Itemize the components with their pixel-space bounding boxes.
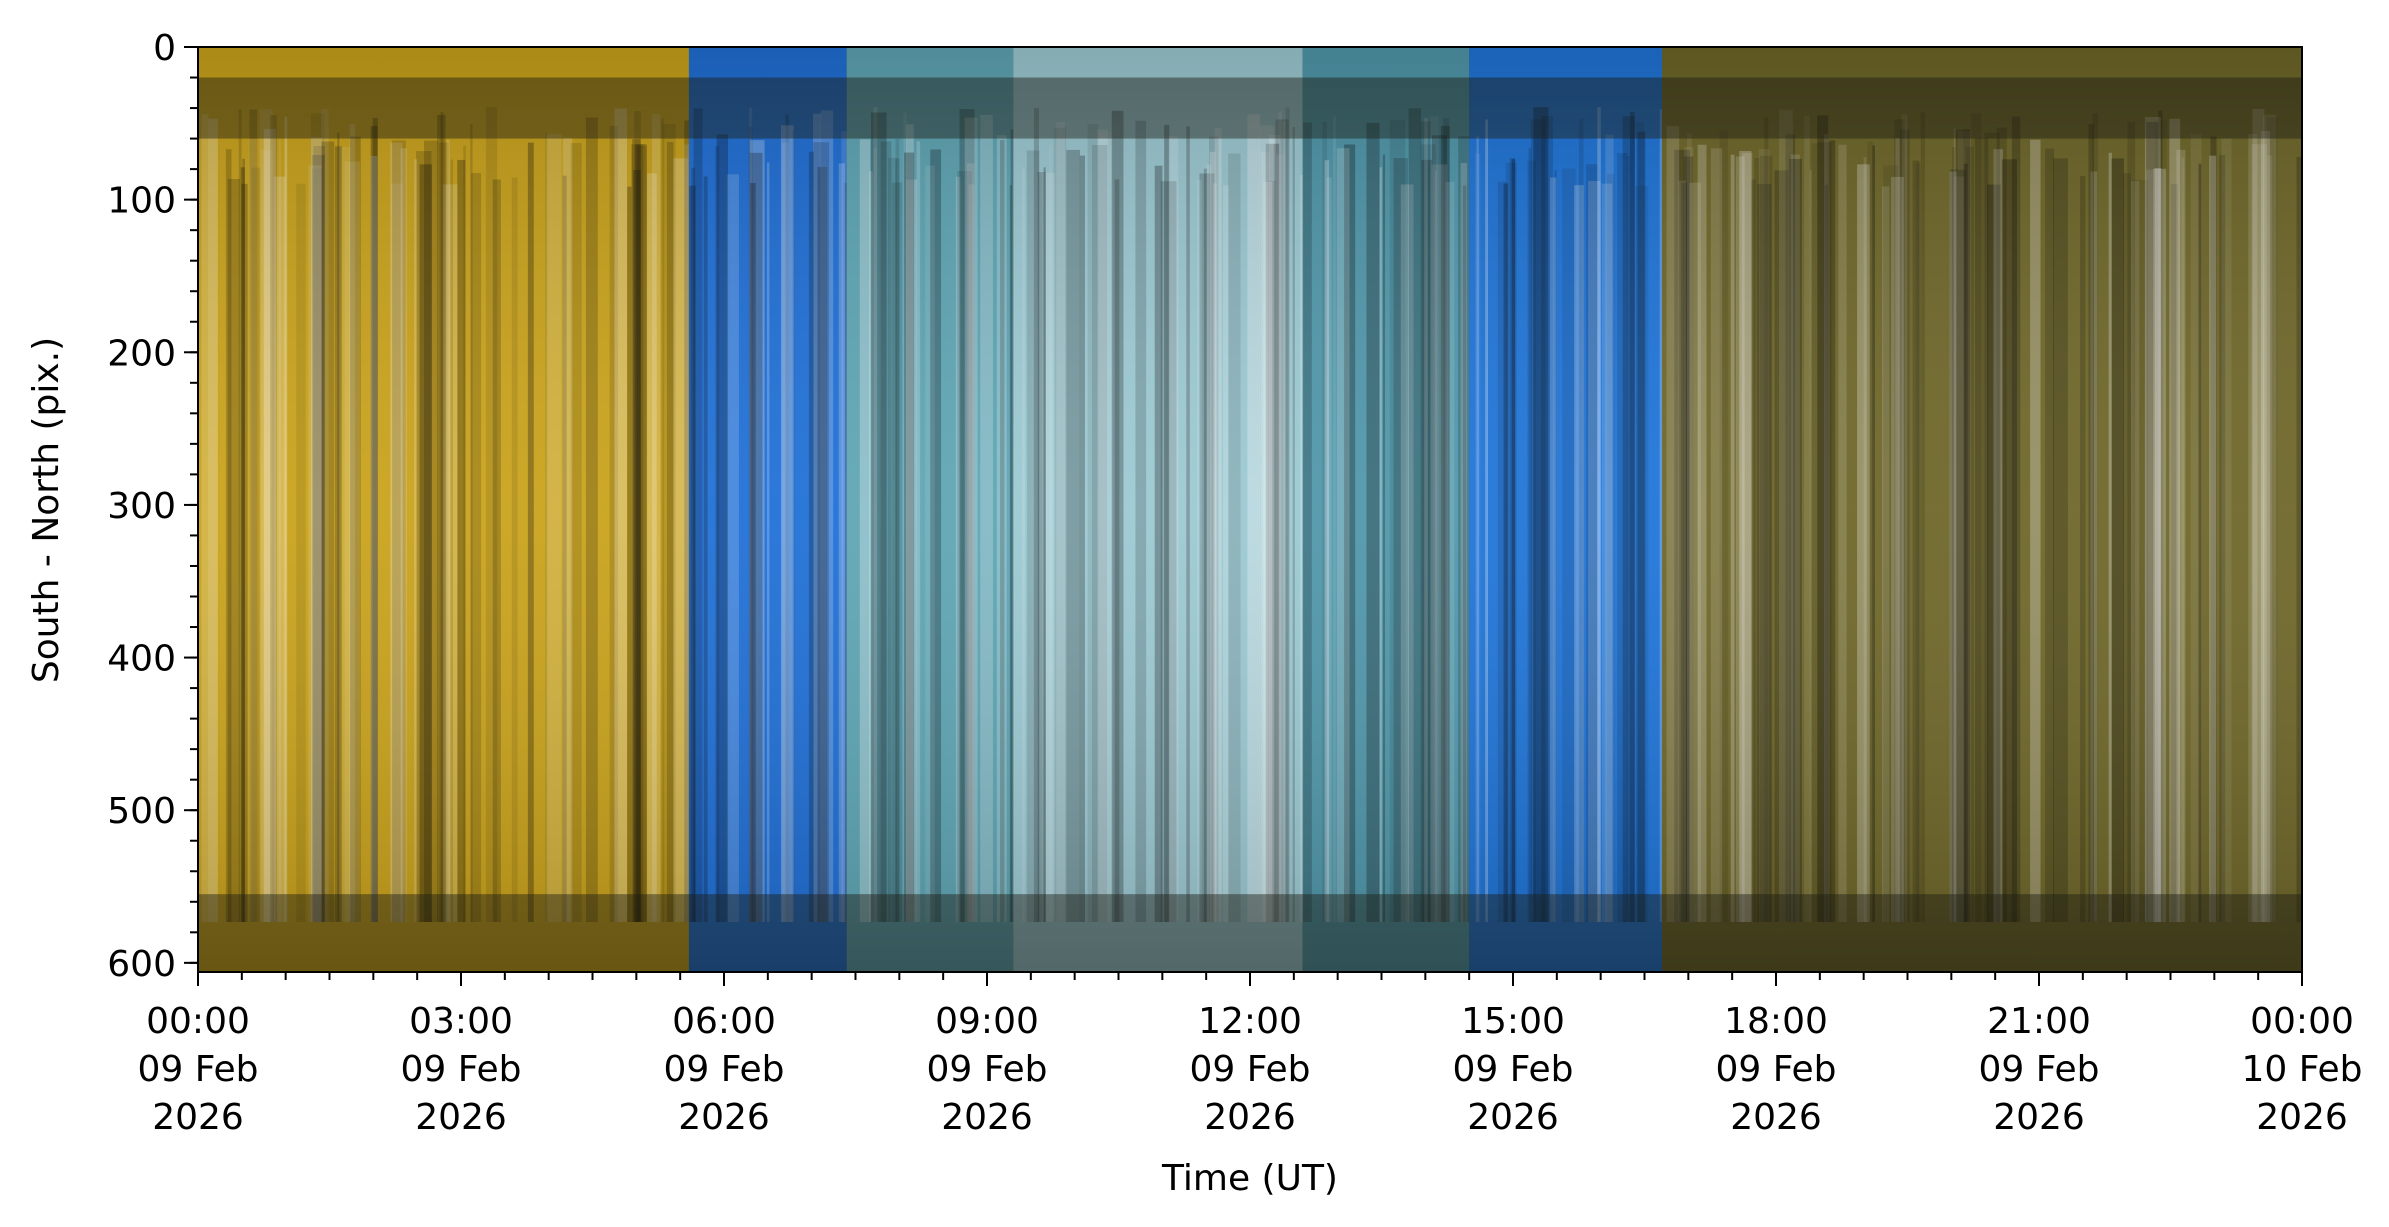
x-tick-label-day: 09 Feb	[927, 1049, 1048, 1090]
x-tick-label-time: 00:00	[146, 1001, 250, 1042]
x-tick-label-year: 2026	[1993, 1097, 2085, 1138]
x-tick-label-day: 09 Feb	[1453, 1049, 1574, 1090]
y-axis: 0 100 200 300 400 500 600	[107, 28, 198, 985]
x-tick-label-time: 21:00	[1987, 1001, 2091, 1042]
x-tick-label-time: 18:00	[1724, 1001, 1828, 1042]
x-tick-label-day: 09 Feb	[1979, 1049, 2100, 1090]
x-tick-label-time: 03:00	[409, 1001, 513, 1042]
x-tick-label-day: 10 Feb	[2242, 1049, 2363, 1090]
x-tick-label-day: 09 Feb	[1716, 1049, 1837, 1090]
x-tick-label-year: 2026	[1730, 1097, 1822, 1138]
y-tick-label: 0	[153, 28, 176, 69]
y-tick-label: 600	[107, 944, 176, 985]
x-axis-label: Time (UT)	[1161, 1158, 1338, 1199]
x-tick-label-time: 00:00	[2250, 1001, 2354, 1042]
x-tick-label-time: 09:00	[935, 1001, 1039, 1042]
x-tick-label-day: 09 Feb	[138, 1049, 259, 1090]
x-tick-label-year: 2026	[2256, 1097, 2348, 1138]
x-tick-label-year: 2026	[1467, 1097, 1559, 1138]
y-tick-label: 100	[107, 181, 176, 222]
x-tick-label-day: 09 Feb	[664, 1049, 785, 1090]
y-tick-label: 400	[107, 639, 176, 680]
x-axis: 00:00 09 Feb 2026 03:00 09 Feb 2026 06:00 09 Fe…	[138, 972, 2363, 1138]
x-tick-label-year: 2026	[1204, 1097, 1296, 1138]
vertical-shading	[198, 47, 2302, 972]
x-tick-label-year: 2026	[941, 1097, 1033, 1138]
x-tick-label-day: 09 Feb	[1190, 1049, 1311, 1090]
plot-frame	[197, 46, 2303, 973]
x-tick-label-time: 12:00	[1198, 1001, 1302, 1042]
x-tick-label-day: 09 Feb	[401, 1049, 522, 1090]
y-tick-label: 500	[107, 791, 176, 832]
y-tick-label: 200	[107, 333, 176, 374]
x-tick-label-year: 2026	[678, 1097, 770, 1138]
y-axis-label: South - North (pix.)	[26, 337, 67, 683]
y-tick-label: 300	[107, 486, 176, 527]
keogram-image	[198, 47, 2302, 972]
x-tick-label-time: 06:00	[672, 1001, 776, 1042]
x-tick-label-time: 15:00	[1461, 1001, 1565, 1042]
x-tick-label-year: 2026	[415, 1097, 507, 1138]
x-tick-label-year: 2026	[152, 1097, 244, 1138]
